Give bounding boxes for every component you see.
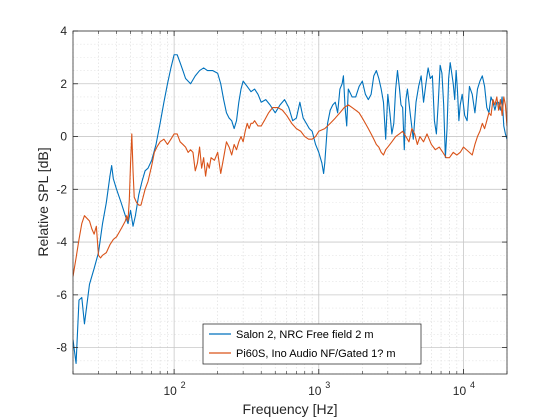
y-tick-label: -4 bbox=[56, 235, 67, 249]
plot-frame bbox=[72, 30, 508, 375]
legend: Salon 2, NRC Free field 2 m Pi60S, Ino A… bbox=[202, 323, 422, 365]
y-tick-label: 4 bbox=[60, 24, 67, 38]
y-tick-label: 0 bbox=[60, 130, 67, 144]
x-tick-exponent: 4 bbox=[470, 380, 475, 390]
y-tick-label: -6 bbox=[56, 288, 67, 302]
x-tick-label: 10 bbox=[163, 384, 177, 398]
y-tick-label: -2 bbox=[56, 182, 67, 196]
y-axis-label: Relative SPL [dB] bbox=[35, 147, 51, 256]
series-layer bbox=[73, 54, 507, 364]
x-axis-label: Frequency [Hz] bbox=[243, 401, 338, 417]
x-tick-exponent: 3 bbox=[325, 380, 330, 390]
y-tick-label: 2 bbox=[60, 77, 67, 91]
legend-entry-pi60s: Pi60S, Ino Audio NF/Gated 1? m bbox=[236, 348, 396, 360]
y-tick-label: -8 bbox=[56, 341, 67, 355]
x-tick-label: 10 bbox=[308, 384, 322, 398]
tick-marks bbox=[72, 30, 508, 374]
legend-entry-salon2: Salon 2, NRC Free field 2 m bbox=[236, 329, 374, 341]
x-tick-label: 10 bbox=[453, 384, 467, 398]
x-tick-exponent: 2 bbox=[181, 380, 186, 390]
series-line-1 bbox=[73, 96, 507, 277]
x-tick-labels: 10 2 10 3 10 4 bbox=[163, 380, 475, 398]
y-tick-labels: -8 -6 -4 -2 0 2 4 bbox=[56, 24, 67, 355]
legend-box bbox=[202, 323, 422, 365]
series-line-0 bbox=[73, 54, 507, 364]
